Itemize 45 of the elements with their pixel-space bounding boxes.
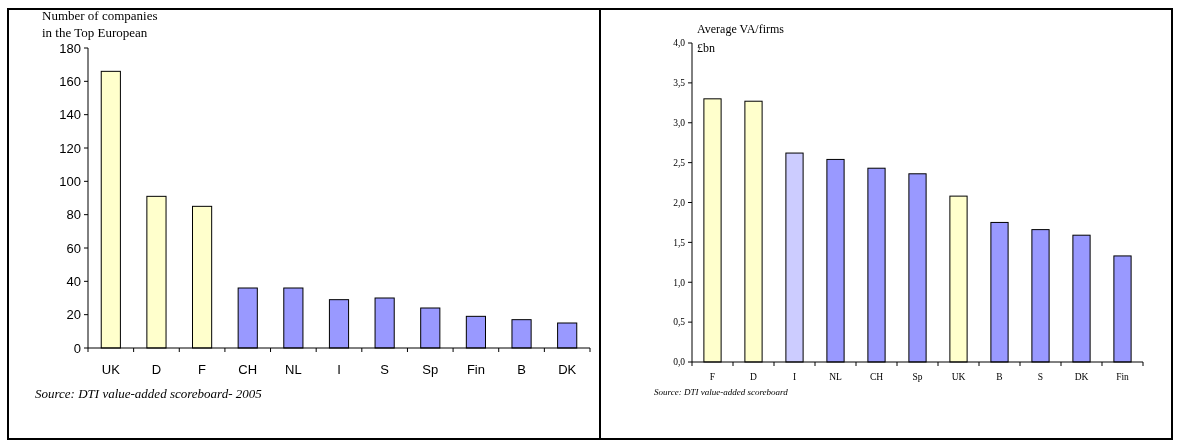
y-tick-label: 80 (66, 207, 81, 223)
x-tick-label: I (792, 372, 797, 382)
source-note: Source: DTI value-added scoreboard (654, 387, 789, 397)
y-axis-title: Number of companies in the Top European (42, 8, 158, 40)
y-tick-label: 160 (59, 73, 81, 89)
x-tick-label: CH (869, 372, 884, 382)
y-tick-label: 2,5 (673, 157, 686, 168)
x-tick-label: CH (238, 362, 258, 377)
x-tick-label: UK (101, 362, 121, 377)
y-tick-label: 0,0 (673, 357, 686, 368)
y-tick-label: 60 (66, 240, 81, 256)
y-tick-label: 2,0 (673, 197, 686, 208)
y-tick-label: 3,5 (673, 78, 686, 89)
x-tick-label: NL (829, 372, 843, 382)
y-tick-label: 140 (59, 107, 81, 123)
y-tick-label: 100 (59, 173, 81, 189)
x-tick-label: DK (1074, 372, 1089, 382)
x-tick-label: Fin (466, 362, 485, 377)
x-tick-label: Fin (1116, 372, 1130, 382)
y-tick-label: 3,0 (673, 118, 686, 129)
x-tick-label: S (380, 362, 390, 377)
y-tick-label: 180 (59, 40, 81, 56)
x-tick-label: F (198, 362, 207, 377)
x-tick-label: Sp (912, 372, 923, 382)
y-tick-label: 0,5 (673, 317, 686, 328)
y-tick-label: 40 (66, 273, 81, 289)
x-tick-label: S (1037, 372, 1044, 382)
y-tick-label: 20 (66, 307, 81, 323)
x-tick-label: Sp (422, 362, 439, 377)
x-tick-label: NL (285, 362, 302, 377)
y-tick-label: 1,5 (673, 237, 686, 248)
y-axis-title: Average VA/firms £bn (697, 22, 785, 55)
x-tick-label: B (517, 362, 526, 377)
x-tick-label: D (151, 362, 162, 377)
x-tick-label: I (337, 362, 341, 377)
x-tick-label: UK (951, 372, 966, 382)
y-tick-label: 0 (73, 340, 81, 356)
x-tick-label: DK (558, 362, 577, 377)
x-tick-label: D (750, 372, 758, 382)
source-note: Source: DTI value-added scoreboard- 2005 (35, 386, 263, 401)
x-tick-label: F (709, 372, 716, 382)
x-tick-label: B (996, 372, 1003, 382)
y-tick-label: 4,0 (673, 38, 686, 49)
y-tick-label: 120 (59, 140, 81, 156)
y-tick-label: 1,0 (673, 277, 686, 288)
